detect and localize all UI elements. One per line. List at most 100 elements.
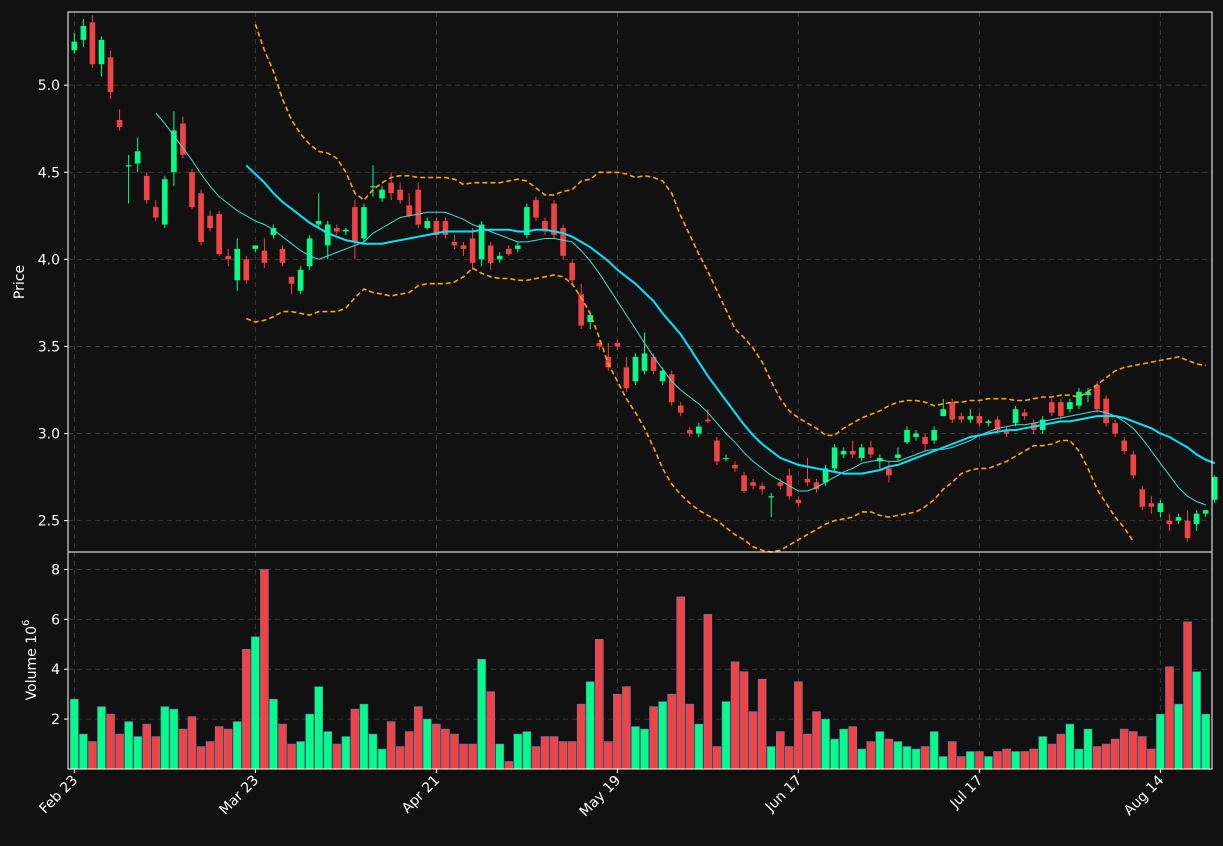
- candle-body: [1021, 412, 1028, 417]
- volume-bar: [1119, 728, 1129, 770]
- candle-body: [1175, 517, 1182, 521]
- candle-body: [904, 430, 910, 443]
- candle-body: [442, 221, 449, 235]
- candle-body: [143, 175, 150, 201]
- volume-bar: [613, 693, 622, 770]
- volume-bar: [278, 723, 287, 770]
- volume-bar: [377, 748, 387, 770]
- candle-body: [343, 229, 349, 232]
- candle-body: [1058, 402, 1064, 417]
- candle-body: [596, 342, 603, 347]
- candle-body: [831, 447, 838, 469]
- candle-body: [668, 374, 675, 403]
- candle-body: [515, 245, 521, 249]
- volume-bar: [947, 741, 957, 770]
- candle-body: [98, 39, 105, 65]
- volume-bar: [776, 731, 785, 770]
- volume-bar: [1110, 738, 1120, 770]
- volume-bar: [911, 748, 921, 770]
- candle-body: [732, 464, 738, 469]
- candle-body: [1012, 409, 1019, 424]
- candle-body: [913, 433, 919, 438]
- candle-body: [659, 370, 666, 382]
- candle-body: [198, 193, 204, 242]
- volume-bar: [1065, 723, 1075, 770]
- candle-body: [152, 207, 159, 218]
- volume-bar: [567, 741, 577, 770]
- x-tick-label: May 19: [577, 773, 625, 821]
- volume-bar: [223, 728, 233, 770]
- volume-bar: [984, 756, 993, 770]
- volume-bar: [1083, 728, 1093, 770]
- candle-body: [705, 419, 711, 422]
- volume-bar: [830, 738, 839, 770]
- candle-body: [569, 262, 575, 281]
- volume-bar: [703, 614, 713, 770]
- volume-bar: [269, 698, 278, 770]
- candle-body: [976, 416, 983, 424]
- candle-body: [306, 238, 313, 267]
- candle-body: [252, 245, 259, 249]
- volume-bar: [260, 569, 269, 770]
- candle-body: [940, 409, 947, 417]
- candle-body: [234, 248, 241, 281]
- candle-body: [804, 478, 811, 483]
- volume-bar: [794, 681, 803, 770]
- volume-bar: [622, 686, 631, 770]
- volume-bar: [332, 743, 342, 770]
- candle-body: [433, 221, 440, 235]
- candle-body: [134, 151, 141, 164]
- candle-body: [1076, 391, 1082, 406]
- candle-body: [80, 25, 87, 40]
- candle-body: [967, 416, 974, 420]
- volume-bar: [1074, 748, 1084, 770]
- volume-bar: [938, 756, 948, 770]
- candle-body: [1003, 430, 1010, 434]
- candle-body: [1193, 513, 1200, 525]
- volume-bar: [957, 756, 966, 770]
- volume-bar: [368, 733, 378, 770]
- candle-body: [795, 499, 802, 504]
- volume-y-tick-label: 4: [51, 662, 60, 678]
- candle-body: [505, 248, 512, 255]
- volume-bar: [920, 746, 930, 770]
- volume-panel-frame: [67, 551, 1213, 770]
- volume-bar: [1192, 671, 1201, 770]
- candle-body: [451, 241, 458, 246]
- candle-body: [261, 250, 268, 263]
- volume-bar: [350, 708, 360, 770]
- volume-bar: [604, 741, 613, 770]
- candle-body: [985, 421, 992, 424]
- candle-body: [614, 342, 621, 347]
- candle-body: [1103, 398, 1109, 424]
- volume-bar: [1128, 731, 1138, 770]
- candle-body: [822, 468, 829, 483]
- volume-bar: [1047, 743, 1057, 770]
- volume-bar: [70, 698, 79, 770]
- volume-bar: [1165, 666, 1174, 770]
- candle-body: [677, 405, 684, 413]
- candle-body: [460, 245, 467, 249]
- volume-bar: [187, 716, 197, 770]
- candle-body: [279, 248, 286, 263]
- candle-body: [107, 57, 114, 93]
- volume-bar: [251, 636, 260, 770]
- candle-body: [361, 207, 367, 239]
- candle-body: [243, 259, 250, 281]
- volume-bar: [423, 718, 432, 770]
- candle-body: [931, 430, 937, 441]
- volume-bar: [1174, 703, 1183, 770]
- candle-body: [180, 123, 186, 155]
- volume-bar: [314, 686, 323, 770]
- candle-body: [288, 276, 295, 284]
- candle-body: [741, 475, 747, 492]
- volume-bar: [151, 736, 161, 770]
- candle-body: [406, 205, 413, 216]
- volume-bar: [441, 728, 450, 770]
- volume-bar: [1011, 751, 1020, 770]
- candle-body: [478, 224, 485, 260]
- volume-bar: [178, 728, 188, 770]
- candle-body: [89, 22, 96, 65]
- candle-body: [1157, 503, 1164, 512]
- volume-y-tick-label: 8: [51, 562, 60, 578]
